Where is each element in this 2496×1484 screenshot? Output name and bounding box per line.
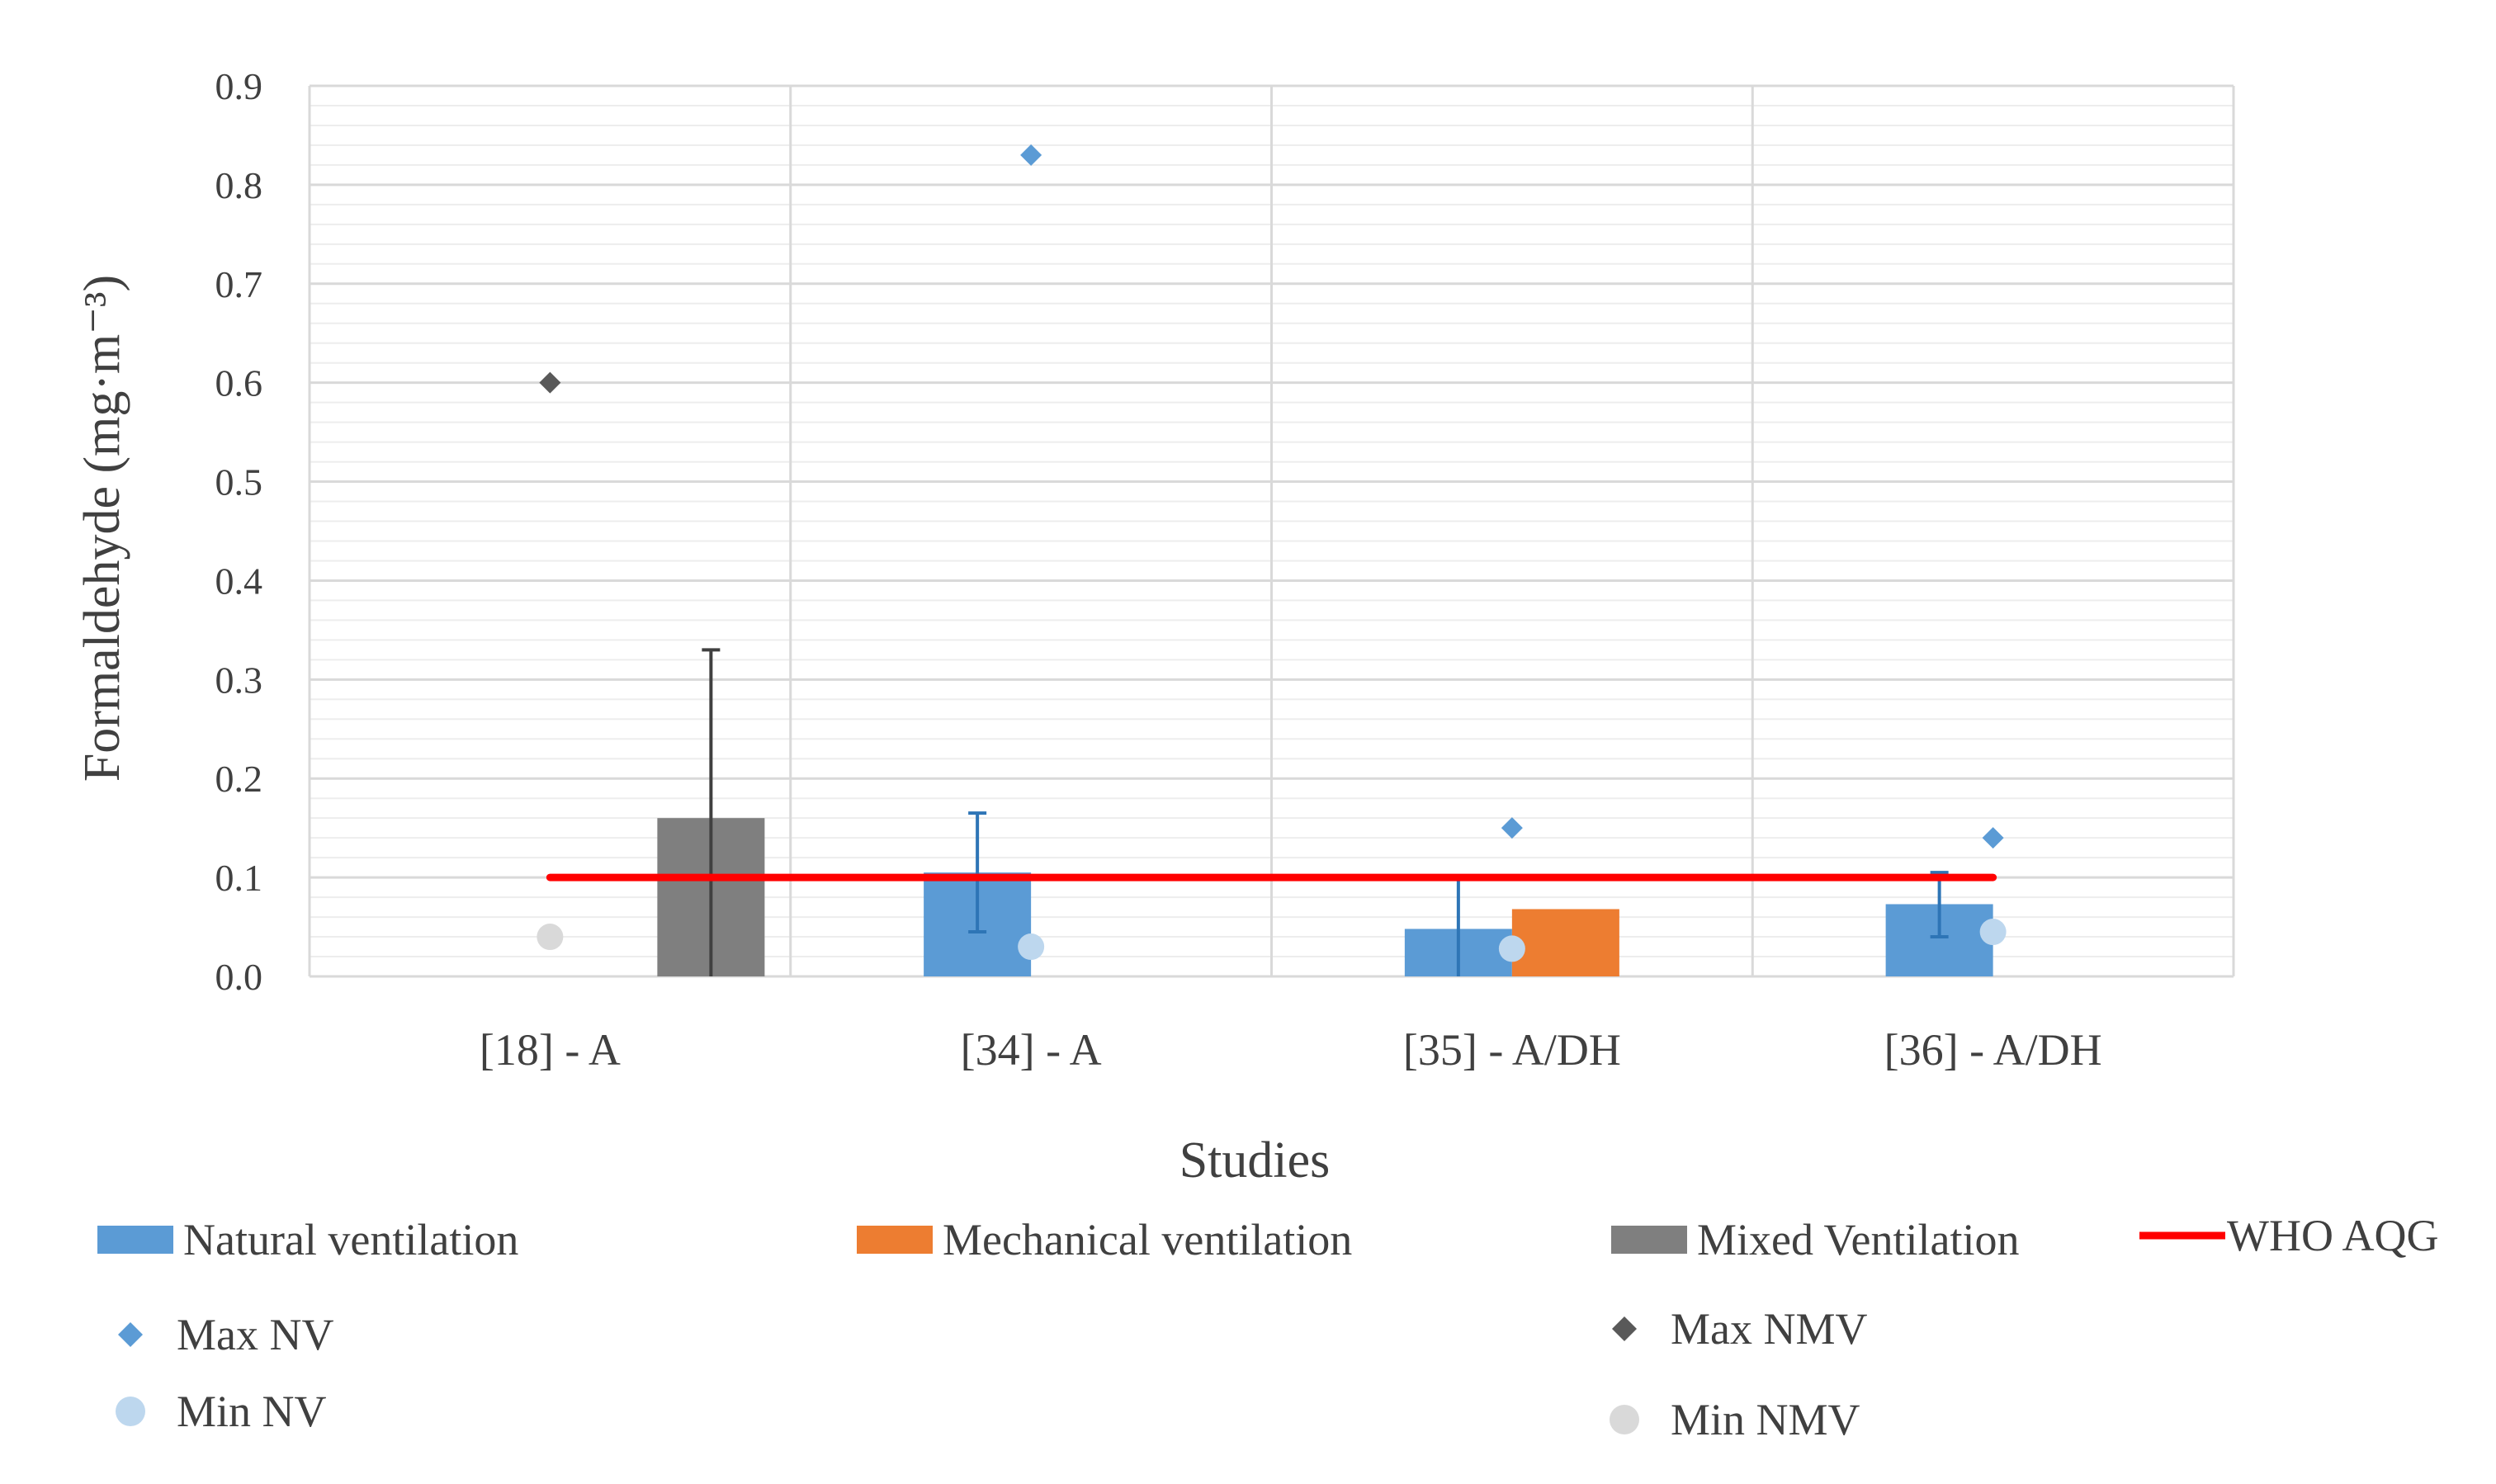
legend: Natural ventilation Mechanical ventilatio… [97, 1211, 2438, 1444]
bar [1511, 909, 1619, 976]
legend-item-max-nmv: Max NMV [1612, 1304, 1868, 1354]
legend-label-who-aqg: WHO AQG [2227, 1211, 2438, 1260]
legend-swatch-min-nv [116, 1397, 145, 1426]
marker-min-nv [1979, 919, 2007, 946]
y-tick-label: 0.3 [215, 659, 263, 701]
y-tick-label: 0.2 [215, 758, 263, 800]
legend-item-natural-ventilation: Natural ventilation [97, 1215, 518, 1264]
y-tick-labels: 0.0 0.1 0.2 0.3 0.4 0.5 0.6 0.7 0.8 0.9 [215, 65, 263, 998]
x-tick-labels: [18] - A [34] - A [35] - A/DH [36] - A/DH [480, 1025, 2102, 1075]
legend-item-mechanical-ventilation: Mechanical ventilation [857, 1215, 1352, 1264]
y-tick-label: 0.6 [215, 362, 263, 404]
legend-item-max-nv: Max NV [118, 1310, 333, 1359]
y-tick-label: 0.9 [215, 65, 263, 107]
legend-label-natural-ventilation: Natural ventilation [183, 1215, 518, 1264]
legend-label-mixed-ventilation: Mixed Ventilation [1697, 1215, 2019, 1264]
legend-label-min-nmv: Min NMV [1671, 1395, 1860, 1444]
y-axis-title: Formaldehyde (mg·m⁻³) [74, 275, 130, 782]
y-tick-label: 0.7 [215, 263, 263, 305]
marker-max-nv [1020, 144, 1042, 166]
legend-label-max-nmv: Max NMV [1671, 1304, 1868, 1354]
legend-swatch-natural-ventilation [97, 1226, 173, 1254]
legend-item-mixed-ventilation: Mixed Ventilation [1611, 1215, 2019, 1264]
marker-max-nmv [539, 371, 561, 394]
y-tick-label: 0.5 [215, 461, 263, 503]
markers [537, 144, 2007, 962]
legend-swatch-mechanical-ventilation [857, 1226, 933, 1254]
y-tick-label: 0.1 [215, 857, 263, 899]
marker-min-nv [1018, 933, 1045, 961]
x-axis-title: Studies [1179, 1132, 1331, 1189]
marker-min-nv [1498, 935, 1525, 962]
y-tick-label: 0.0 [215, 956, 263, 998]
legend-swatch-max-nmv [1612, 1316, 1637, 1341]
legend-item-who-aqg: WHO AQG [2139, 1211, 2438, 1260]
legend-label-max-nv: Max NV [177, 1310, 333, 1359]
x-tick-label: [34] - A [961, 1025, 1102, 1075]
legend-label-mechanical-ventilation: Mechanical ventilation [943, 1215, 1352, 1264]
x-tick-label: [18] - A [480, 1025, 621, 1075]
x-tick-label: [35] - A/DH [1403, 1025, 1621, 1075]
legend-swatch-min-nmv [1610, 1405, 1639, 1434]
legend-swatch-mixed-ventilation [1611, 1226, 1687, 1254]
marker-min-nmv [537, 924, 564, 951]
x-tick-label: [36] - A/DH [1884, 1025, 2102, 1075]
y-tick-label: 0.8 [215, 164, 263, 206]
legend-item-min-nv: Min NV [116, 1387, 327, 1436]
legend-item-min-nmv: Min NMV [1610, 1395, 1860, 1444]
marker-max-nv [1501, 817, 1523, 839]
category-dividers [308, 86, 2235, 976]
legend-label-min-nv: Min NV [177, 1387, 327, 1436]
legend-swatch-max-nv [118, 1322, 143, 1347]
y-tick-label: 0.4 [215, 560, 263, 602]
marker-max-nv [1982, 827, 2004, 849]
